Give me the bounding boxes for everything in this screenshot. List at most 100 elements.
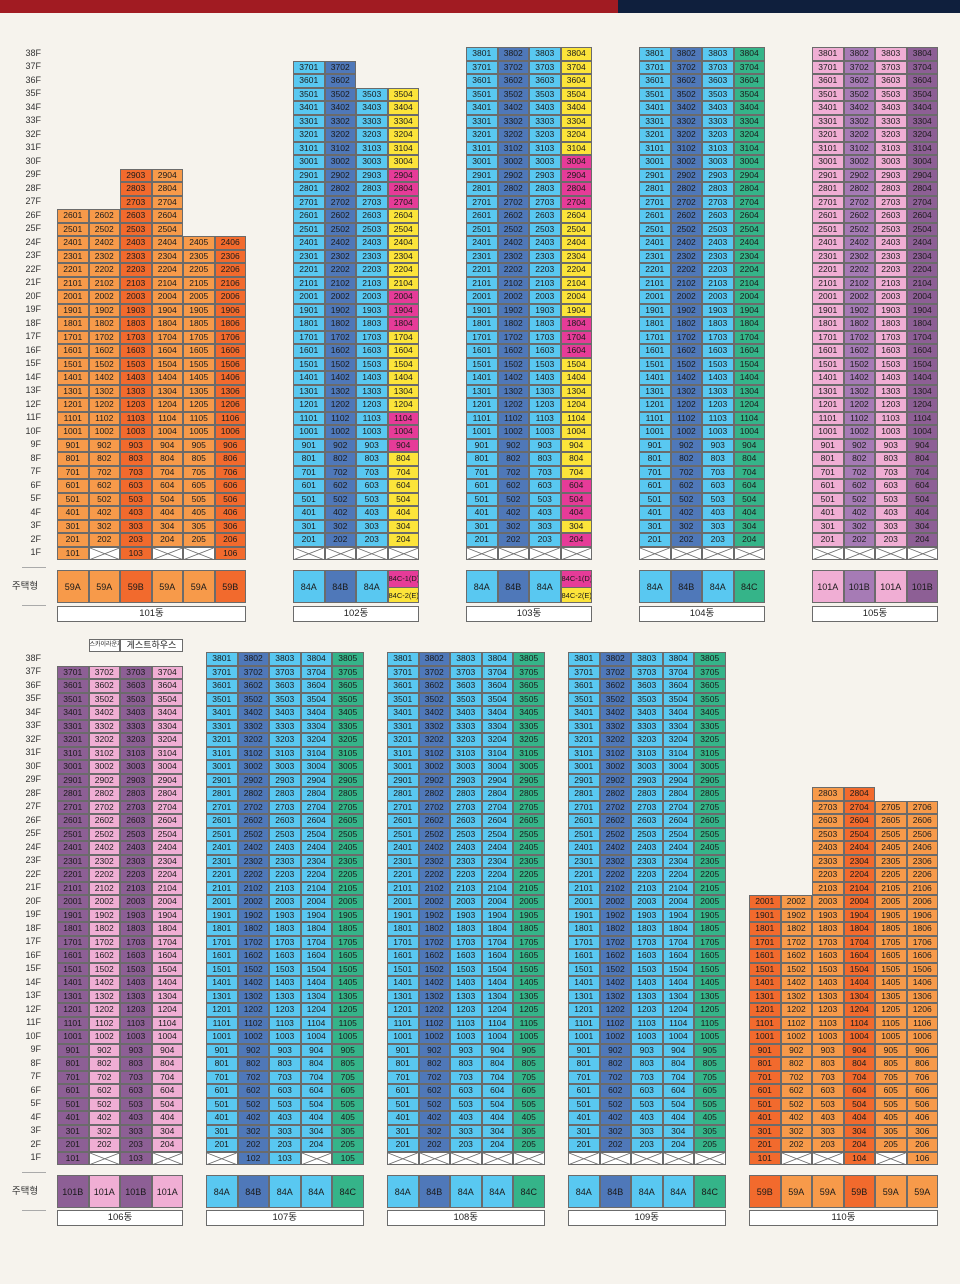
unit-cell[interactable]: 401 xyxy=(639,506,671,520)
unit-cell[interactable]: 2703 xyxy=(356,195,388,209)
unit-cell[interactable]: 1001 xyxy=(57,1030,89,1044)
unit-cell[interactable]: 2905 xyxy=(694,773,726,787)
unit-cell[interactable]: 1001 xyxy=(639,425,671,439)
unit-cell[interactable]: 504 xyxy=(733,492,765,506)
unit-cell[interactable]: 902 xyxy=(418,1043,450,1057)
unit-cell[interactable]: 2804 xyxy=(906,182,938,196)
unit-cell[interactable]: 1702 xyxy=(324,330,356,344)
unit-cell[interactable]: 603 xyxy=(631,1084,663,1098)
unit-cell[interactable]: 2204 xyxy=(151,868,183,882)
unit-cell[interactable]: 3302 xyxy=(599,719,631,733)
unit-cell[interactable]: 503 xyxy=(875,492,907,506)
unit-cell[interactable]: 1503 xyxy=(269,962,301,976)
unit-cell[interactable]: 2104 xyxy=(481,881,513,895)
unit-cell[interactable]: 2205 xyxy=(332,868,364,882)
unit-cell[interactable]: 2101 xyxy=(206,881,238,895)
unit-cell[interactable]: 2401 xyxy=(206,841,238,855)
unit-cell[interactable]: 1005 xyxy=(694,1030,726,1044)
unit-cell[interactable]: 501 xyxy=(639,492,671,506)
unit-cell[interactable]: 1401 xyxy=(749,976,781,990)
unit-cell[interactable]: 602 xyxy=(88,1084,120,1098)
unit-cell[interactable]: 1004 xyxy=(662,1030,694,1044)
unit-cell[interactable]: 106 xyxy=(214,546,246,560)
unit-cell[interactable]: 2004 xyxy=(906,290,938,304)
unit-cell[interactable]: 1204 xyxy=(481,1003,513,1017)
unit-cell[interactable]: 1302 xyxy=(88,989,120,1003)
unit-cell[interactable]: 704 xyxy=(560,465,592,479)
unit-cell[interactable]: 2302 xyxy=(237,854,269,868)
unit-cell[interactable]: 3101 xyxy=(293,141,325,155)
unit-cell[interactable]: 903 xyxy=(875,438,907,452)
unit-cell[interactable]: 3102 xyxy=(843,141,875,155)
unit-cell[interactable]: 904 xyxy=(387,438,419,452)
unit-cell[interactable]: 302 xyxy=(843,519,875,533)
unit-cell[interactable]: 1203 xyxy=(269,1003,301,1017)
unit-cell[interactable]: 2406 xyxy=(906,841,938,855)
unit-cell[interactable]: 2704 xyxy=(906,195,938,209)
unit-cell[interactable]: 3204 xyxy=(560,128,592,142)
unit-cell[interactable]: 1501 xyxy=(749,962,781,976)
unit-cell[interactable]: 3003 xyxy=(702,155,734,169)
unit-cell[interactable]: 3204 xyxy=(387,128,419,142)
unit-cell[interactable]: 2503 xyxy=(120,222,152,236)
unit-cell[interactable]: 304 xyxy=(151,1124,183,1138)
unit-cell[interactable]: 505 xyxy=(875,1097,907,1111)
unit-cell[interactable]: 2404 xyxy=(560,236,592,250)
unit-cell[interactable]: 2901 xyxy=(206,773,238,787)
unit-cell[interactable]: 1803 xyxy=(120,922,152,936)
unit-cell[interactable]: 502 xyxy=(670,492,702,506)
unit-cell[interactable]: 3704 xyxy=(481,665,513,679)
unit-cell[interactable]: 402 xyxy=(843,506,875,520)
unit-cell[interactable]: 2403 xyxy=(529,236,561,250)
unit-cell[interactable]: 603 xyxy=(529,479,561,493)
unit-cell[interactable]: 601 xyxy=(57,1084,89,1098)
unit-cell[interactable]: 3702 xyxy=(497,60,529,74)
unit-cell[interactable]: 1004 xyxy=(560,425,592,439)
unit-cell[interactable]: 2001 xyxy=(57,895,89,909)
unit-cell[interactable]: 2402 xyxy=(843,236,875,250)
unit-cell[interactable]: 2201 xyxy=(387,868,419,882)
unit-cell[interactable]: 3704 xyxy=(662,665,694,679)
unit-cell[interactable]: 201 xyxy=(749,1138,781,1152)
unit-cell[interactable]: 3604 xyxy=(906,74,938,88)
unit-cell[interactable]: 803 xyxy=(120,452,152,466)
unit-cell[interactable]: 1505 xyxy=(875,962,907,976)
unit-cell[interactable]: 3002 xyxy=(670,155,702,169)
unit-cell[interactable]: 3404 xyxy=(300,706,332,720)
unit-cell[interactable]: 2604 xyxy=(906,209,938,223)
unit-cell[interactable]: 1005 xyxy=(513,1030,545,1044)
unit-cell[interactable]: 1904 xyxy=(733,303,765,317)
unit-cell[interactable]: 2502 xyxy=(88,827,120,841)
unit-cell[interactable]: 806 xyxy=(214,452,246,466)
unit-cell[interactable]: 203 xyxy=(120,533,152,547)
unit-cell[interactable]: 1402 xyxy=(599,976,631,990)
unit-cell[interactable]: 703 xyxy=(356,465,388,479)
unit-cell[interactable]: 402 xyxy=(780,1111,812,1125)
unit-cell[interactable]: 3301 xyxy=(387,719,419,733)
unit-cell[interactable]: 2104 xyxy=(151,881,183,895)
unit-cell[interactable]: 301 xyxy=(57,1124,89,1138)
unit-cell[interactable]: 2106 xyxy=(906,881,938,895)
unit-cell[interactable]: 2501 xyxy=(568,827,600,841)
unit-cell[interactable]: 2105 xyxy=(694,881,726,895)
unit-cell[interactable]: 306 xyxy=(214,519,246,533)
unit-cell[interactable]: 2801 xyxy=(57,787,89,801)
unit-cell[interactable]: 2403 xyxy=(356,236,388,250)
unit-cell[interactable]: 2504 xyxy=(733,222,765,236)
unit-cell[interactable]: 404 xyxy=(387,506,419,520)
unit-cell[interactable]: 1403 xyxy=(450,976,482,990)
unit-cell[interactable]: 3804 xyxy=(662,652,694,666)
unit-cell[interactable]: 601 xyxy=(293,479,325,493)
unit-cell[interactable]: 1301 xyxy=(812,384,844,398)
unit-cell[interactable]: 406 xyxy=(906,1111,938,1125)
unit-cell[interactable]: 601 xyxy=(749,1084,781,1098)
unit-cell[interactable]: 3803 xyxy=(875,47,907,61)
unit-cell[interactable]: 2104 xyxy=(151,276,183,290)
unit-cell[interactable]: 2904 xyxy=(481,773,513,787)
unit-cell[interactable]: 3503 xyxy=(631,692,663,706)
unit-cell[interactable]: 1305 xyxy=(875,989,907,1003)
unit-cell[interactable]: 2101 xyxy=(466,276,498,290)
unit-cell[interactable]: 2701 xyxy=(293,195,325,209)
unit-cell[interactable]: 3601 xyxy=(387,679,419,693)
unit-cell[interactable]: 1103 xyxy=(812,1016,844,1030)
